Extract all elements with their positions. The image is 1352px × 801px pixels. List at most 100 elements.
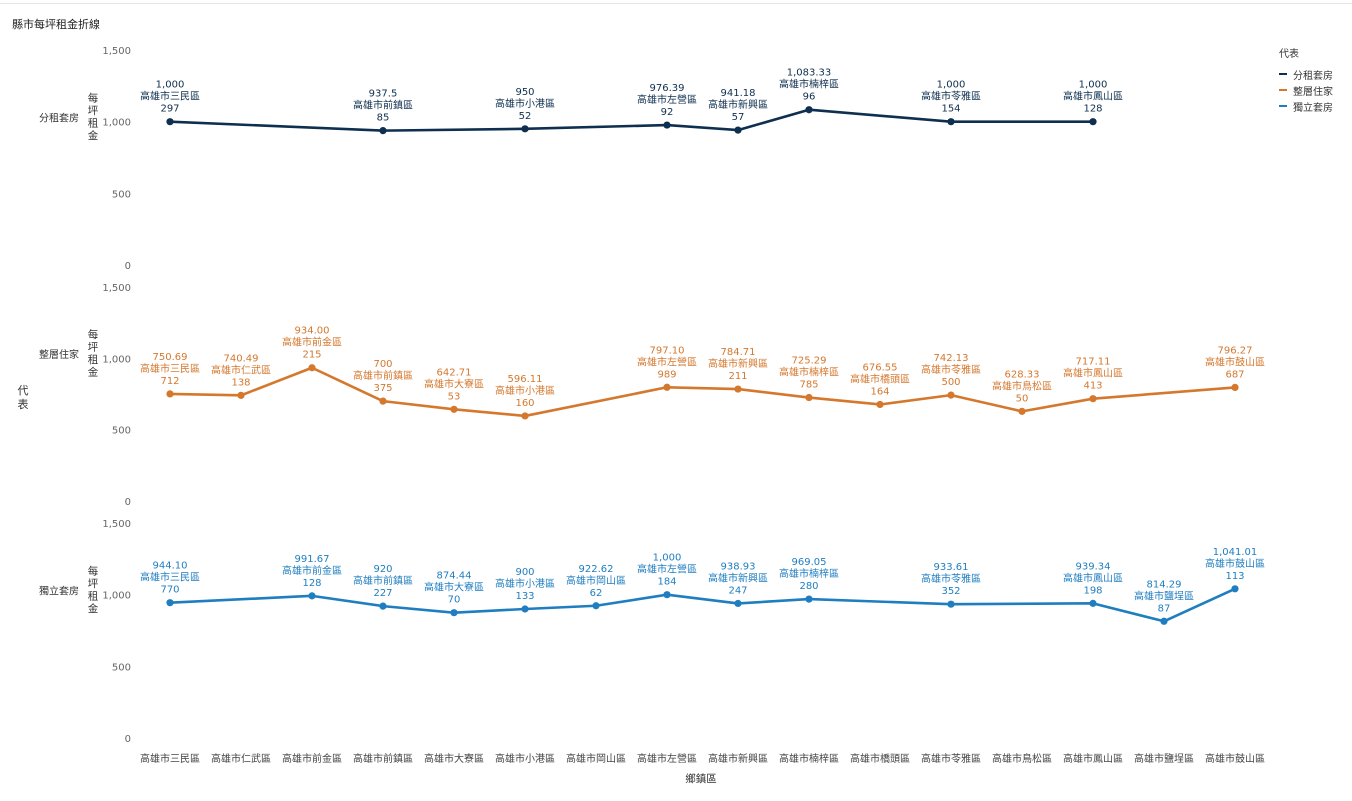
x-tick-label: 高雄市三民區 (140, 752, 200, 765)
data-label-count: 297 (160, 104, 179, 115)
data-label-count: 70 (448, 595, 461, 606)
data-label-value: 937.5 (369, 89, 398, 100)
data-point (1231, 585, 1239, 593)
x-tick-label: 高雄市鳳山區 (1063, 752, 1123, 765)
x-tick-label: 高雄市新興區 (708, 752, 768, 765)
legend-item-整層住家[interactable]: 整層住家 (1279, 82, 1333, 98)
data-label-category: 高雄市三民區 (140, 90, 200, 103)
data-point (947, 600, 955, 608)
data-label-category: 高雄市新興區 (708, 98, 768, 111)
data-point (450, 609, 458, 617)
data-label-value: 628.33 (1005, 369, 1040, 380)
data-point (947, 118, 955, 126)
legend-item-分租套房[interactable]: 分租套房 (1279, 66, 1333, 82)
data-label-count: 215 (302, 350, 321, 361)
data-label-value: 922.62 (579, 564, 614, 575)
data-point (521, 125, 529, 133)
data-point (166, 599, 174, 607)
data-label-count: 500 (941, 377, 960, 388)
data-label-count: 133 (515, 591, 534, 602)
data-label-category: 高雄市苓雅區 (921, 90, 981, 103)
data-label-category: 高雄市鹽埕區 (1134, 589, 1194, 602)
data-label-category: 高雄市大寮區 (424, 581, 484, 594)
data-label-count: 164 (870, 386, 889, 397)
data-label-count: 375 (373, 383, 392, 394)
data-label-value: 1,000 (937, 80, 966, 91)
data-label-category: 高雄市三民區 (140, 571, 200, 584)
data-label-value: 938.93 (721, 561, 756, 572)
data-point (521, 412, 529, 420)
row-axis-title: 代表 (18, 384, 29, 411)
data-label-value: 976.39 (650, 83, 685, 94)
y-tick-label: 1,500 (102, 283, 131, 294)
data-label-count: 85 (377, 113, 390, 124)
data-label-category: 高雄市新興區 (708, 571, 768, 584)
data-point (663, 591, 671, 599)
data-label-value: 700 (373, 359, 392, 370)
data-point (876, 400, 884, 409)
y-tick-label: 1,500 (102, 519, 131, 530)
data-point (734, 385, 742, 393)
data-label-category: 高雄市前金區 (282, 564, 342, 577)
data-label-value: 1,000 (156, 80, 185, 91)
data-label-count: 52 (519, 111, 532, 122)
data-label-count: 227 (373, 588, 392, 599)
legend-item-獨立套房[interactable]: 獨立套房 (1279, 98, 1333, 114)
legend-title: 代表 (1279, 49, 1299, 60)
data-label-category: 高雄市前鎮區 (353, 99, 413, 112)
x-tick-label: 高雄市大寮區 (424, 752, 484, 765)
row-label: 整層住家 (39, 348, 79, 361)
y-tick-label: 0 (125, 497, 131, 508)
data-point (592, 602, 600, 610)
data-label-category: 高雄市鳳山區 (1063, 571, 1123, 584)
y-tick-label: 500 (112, 189, 131, 200)
data-label-category: 高雄市大寮區 (424, 377, 484, 390)
y-tick-label: 0 (125, 734, 131, 745)
data-label-category: 高雄市鳳山區 (1063, 367, 1123, 380)
data-label-count: 128 (302, 578, 321, 589)
data-label-count: 160 (515, 398, 534, 409)
data-point (308, 364, 316, 372)
data-point (805, 393, 813, 402)
data-point (1089, 395, 1097, 403)
data-label-category: 高雄市鼓山區 (1205, 557, 1265, 570)
data-label-category: 高雄市鼓山區 (1205, 355, 1265, 368)
data-label-count: 211 (728, 371, 747, 382)
data-label-category: 高雄市苓雅區 (921, 363, 981, 376)
data-label-value: 784.71 (721, 347, 756, 358)
x-tick-label: 高雄市苓雅區 (921, 752, 981, 765)
data-label-count: 198 (1083, 585, 1102, 596)
legend-item-label: 整層住家 (1293, 86, 1333, 98)
data-label-category: 高雄市左營區 (637, 93, 697, 106)
data-point (734, 599, 742, 608)
y-tick-label: 0 (125, 261, 131, 272)
data-label-category: 高雄市小港區 (495, 97, 555, 110)
x-axis-title: 鄉鎮區 (685, 772, 717, 785)
y-tick-label: 1,000 (102, 118, 131, 129)
y-tick-label: 500 (112, 426, 131, 437)
data-label-value: 1,083.33 (787, 68, 832, 79)
data-label-value: 740.49 (224, 353, 259, 364)
data-label-value: 874.44 (437, 571, 472, 582)
y-axis-title: 每坪租金 (88, 328, 99, 379)
data-label-count: 247 (728, 585, 747, 596)
y-axis-title: 每坪租金 (88, 565, 99, 616)
data-label-count: 712 (160, 376, 179, 387)
data-point (450, 405, 458, 413)
series-line-整層住家 (169, 366, 1236, 418)
data-label-category: 高雄市楠梓區 (779, 567, 839, 580)
data-label-category: 高雄市鳳山區 (1063, 90, 1123, 103)
x-tick-label: 高雄市前鎮區 (353, 752, 413, 765)
data-label-value: 939.34 (1076, 561, 1111, 572)
data-label-category: 高雄市新興區 (708, 357, 768, 370)
data-label-category: 高雄市岡山區 (566, 574, 626, 587)
data-label-value: 900 (515, 567, 534, 578)
data-label-value: 642.71 (437, 367, 472, 378)
data-label-category: 高雄市左營區 (637, 563, 697, 576)
data-label-category: 高雄市楠梓區 (779, 366, 839, 379)
x-tick-label: 高雄市鼓山區 (1205, 752, 1265, 765)
y-tick-label: 1,000 (102, 354, 131, 365)
data-label-count: 184 (657, 577, 676, 588)
data-point (663, 383, 671, 391)
